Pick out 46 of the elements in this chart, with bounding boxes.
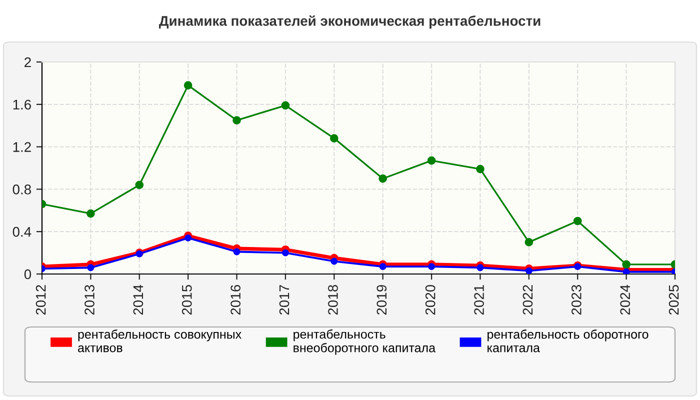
point: [427, 156, 436, 165]
point: [184, 81, 192, 90]
x-tick-label: 2024: [620, 284, 630, 315]
x-tick-label: 2015: [182, 284, 192, 315]
point: [378, 174, 388, 183]
point: [135, 180, 144, 190]
point: [428, 263, 436, 270]
point: [232, 116, 241, 124]
y-tick-label: 0: [24, 269, 32, 280]
point: [86, 209, 95, 218]
y-tick-label: 0.4: [12, 226, 32, 237]
point: [87, 264, 94, 272]
point: [281, 101, 290, 110]
point: [379, 263, 386, 270]
x-tick-label: 2023: [572, 285, 582, 315]
legend-label: рентабельность совокупных активов: [78, 329, 242, 352]
x-tick-label: 2014: [133, 284, 144, 315]
point: [330, 134, 338, 142]
point: [525, 267, 532, 274]
point: [330, 258, 338, 265]
x-tick-label: 2012: [36, 285, 46, 315]
point: [622, 268, 630, 274]
point: [476, 164, 484, 174]
x-tick-label: 2019: [376, 285, 387, 315]
x-tick-label: 2022: [522, 285, 533, 315]
chart-title: Динамика показателей экономическая рентабельности: [159, 15, 540, 29]
y-tick-label: 2: [24, 57, 31, 68]
point: [476, 264, 484, 272]
point: [524, 238, 534, 246]
x-tick-label: 2020: [425, 284, 436, 315]
y-tick-label: 1.2: [13, 142, 31, 152]
legend-label: рентабельность оборотного капитала: [488, 329, 648, 352]
x-tick-label: 2025: [668, 284, 679, 315]
y-tick-label: 0.8: [12, 184, 31, 194]
x-tick-label: 2013: [84, 285, 94, 315]
x-tick-label: 2016: [230, 285, 240, 315]
y-tick-label: 1.6: [13, 100, 31, 110]
legend-label: рентабельность внеоборотного капитала: [294, 329, 436, 355]
x-tick-label: 2018: [328, 285, 338, 315]
point: [622, 260, 630, 269]
point: [282, 249, 289, 256]
point: [233, 248, 240, 256]
x-tick-label: 2017: [279, 285, 290, 315]
point: [573, 216, 582, 226]
point: [184, 234, 192, 242]
x-tick-label: 2021: [474, 285, 484, 315]
